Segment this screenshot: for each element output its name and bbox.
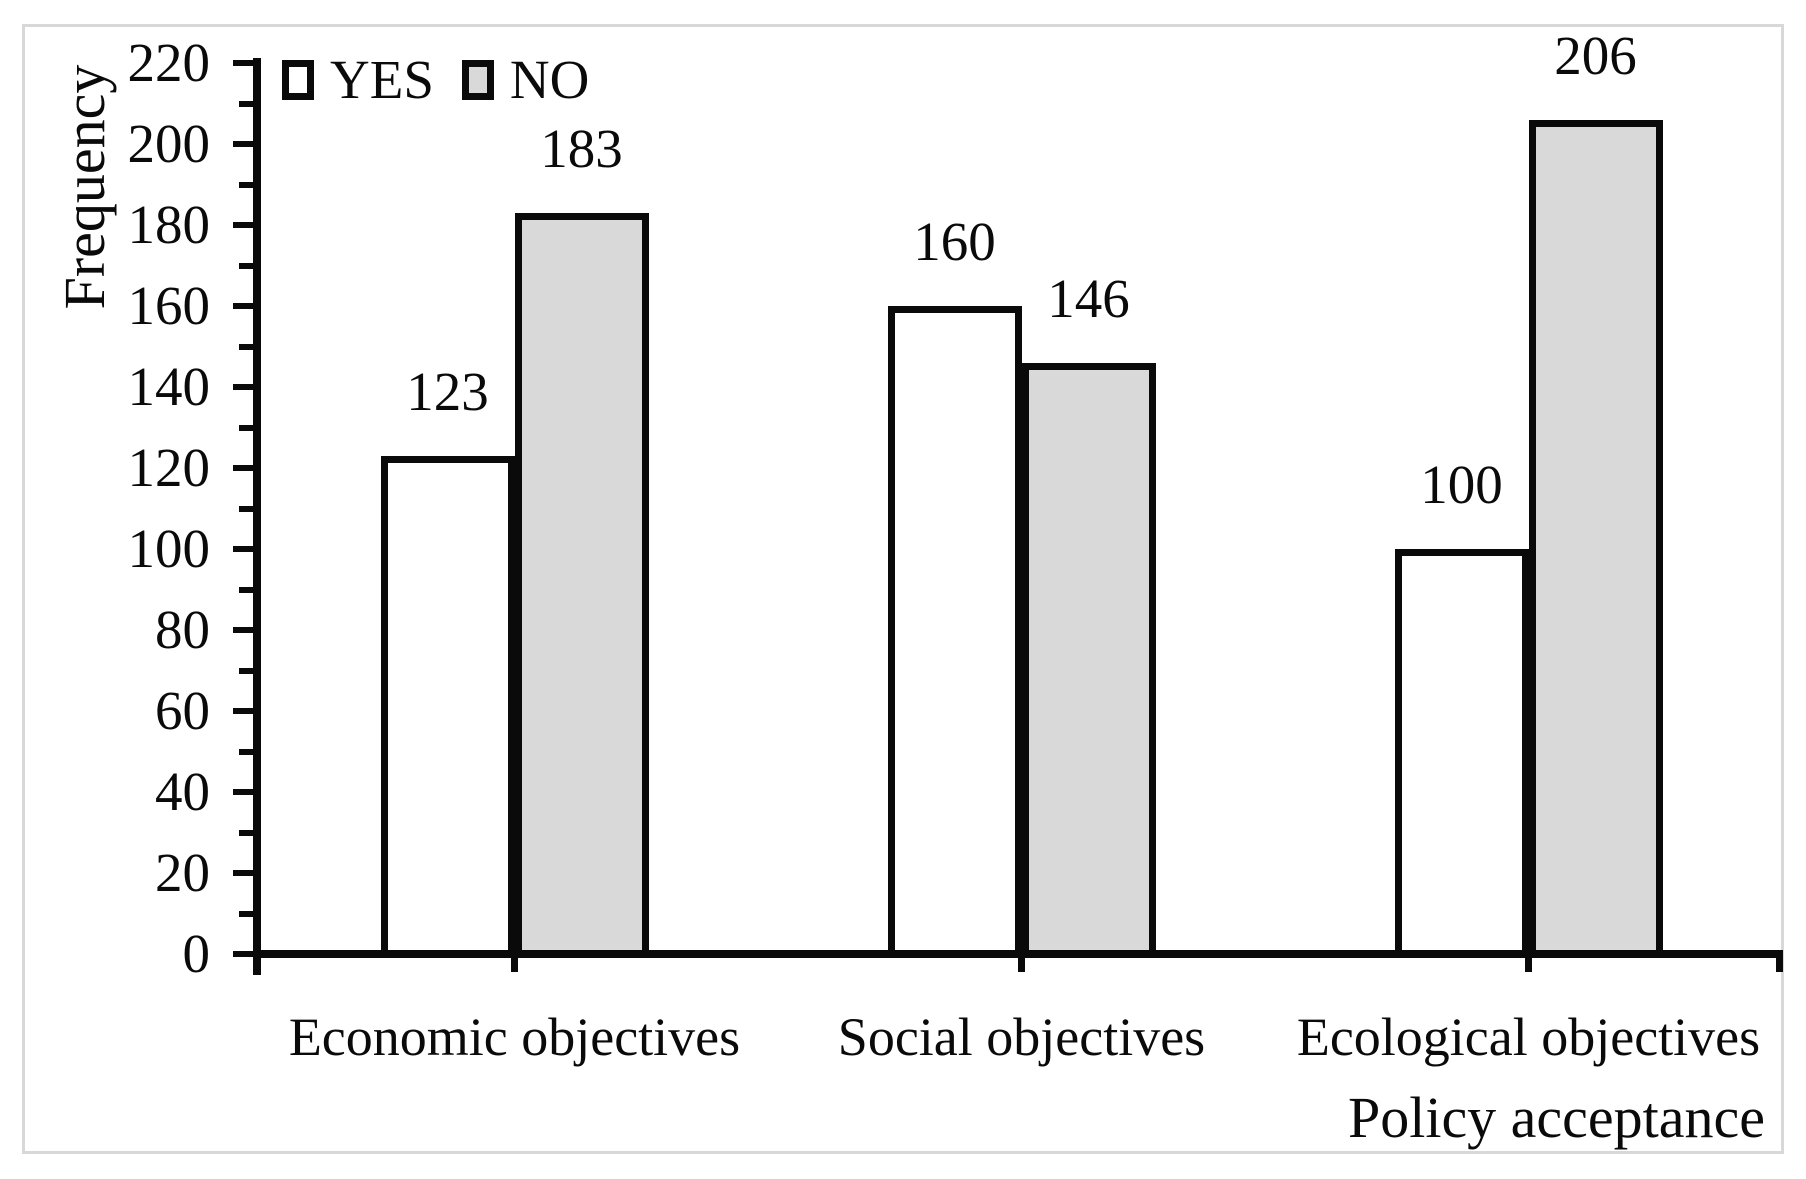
legend-swatch-no [461,60,494,100]
y-major-tick-80 [233,627,257,633]
bar-no-social-objectives [1021,362,1156,954]
bar-value-yes-social-objectives: 160 [913,211,996,272]
bar-yes-social-objectives [887,306,1022,954]
y-minor-tick-210 [239,100,257,107]
bar-value-no-ecological-objectives: 206 [1554,24,1637,86]
y-tick-label-0: 0 [182,923,211,984]
y-major-tick-200 [233,141,257,147]
y-minor-tick-90 [239,586,257,593]
figure-border [22,24,1784,1154]
x-tick-axis-end [1776,954,1783,972]
legend-label-yes: YES [330,49,434,110]
y-minor-tick-170 [239,262,257,269]
y-tick-label-140: 140 [127,356,211,417]
category-label-economic-objectives: Economic objectives [288,1007,741,1067]
y-major-tick-20 [233,870,257,876]
bar-value-yes-economic-objectives: 123 [406,360,489,422]
bar-no-ecological-objectives [1528,119,1663,954]
y-major-tick-220 [233,60,257,66]
y-tick-label-120: 120 [127,437,211,498]
y-minor-tick-30 [239,829,257,836]
legend: YES NO [282,49,590,110]
x-tick-ecological-objectives [1525,954,1532,972]
bar-yes-ecological-objectives [1394,549,1529,954]
category-label-ecological-objectives: Ecological objectives [1296,1007,1761,1067]
y-tick-label-60: 60 [155,680,210,741]
y-minor-tick-110 [239,505,257,512]
y-major-tick-160 [233,303,257,309]
y-minor-tick-190 [239,181,257,188]
bar-no-economic-objectives [514,212,649,954]
y-minor-tick-50 [239,748,257,755]
y-tick-label-180: 180 [127,194,211,255]
y-tick-label-200: 200 [127,113,211,174]
y-major-tick-60 [233,708,257,714]
bar-value-yes-ecological-objectives: 100 [1420,454,1503,515]
y-tick-label-220: 220 [127,32,211,93]
legend-item-yes: YES [282,49,434,110]
y-minor-tick-70 [239,667,257,674]
x-tick-social-objectives [1018,954,1025,972]
y-major-tick-100 [233,546,257,552]
y-tick-label-20: 20 [155,842,210,903]
y-major-tick-140 [233,384,257,390]
bar-value-no-social-objectives: 146 [1047,267,1130,329]
bar-yes-economic-objectives [380,455,515,954]
legend-item-no: NO [461,49,590,110]
y-major-tick-40 [233,789,257,795]
x-tick-economic-objectives [511,954,518,972]
y-axis-line [253,58,261,975]
y-major-tick-0 [233,951,257,957]
bar-value-no-economic-objectives: 183 [540,117,623,179]
legend-label-no: NO [509,49,590,110]
y-minor-tick-130 [239,424,257,431]
y-major-tick-180 [233,222,257,228]
y-tick-label-80: 80 [155,599,210,660]
y-major-tick-120 [233,465,257,471]
y-tick-label-40: 40 [155,761,210,822]
y-tick-label-160: 160 [127,275,211,336]
y-tick-label-100: 100 [127,518,211,579]
y-minor-tick-10 [239,910,257,917]
x-axis-title: Policy acceptance [1347,1085,1765,1150]
legend-swatch-yes [282,60,314,100]
category-label-social-objectives: Social objectives [837,1007,1206,1067]
y-minor-tick-150 [239,343,257,350]
